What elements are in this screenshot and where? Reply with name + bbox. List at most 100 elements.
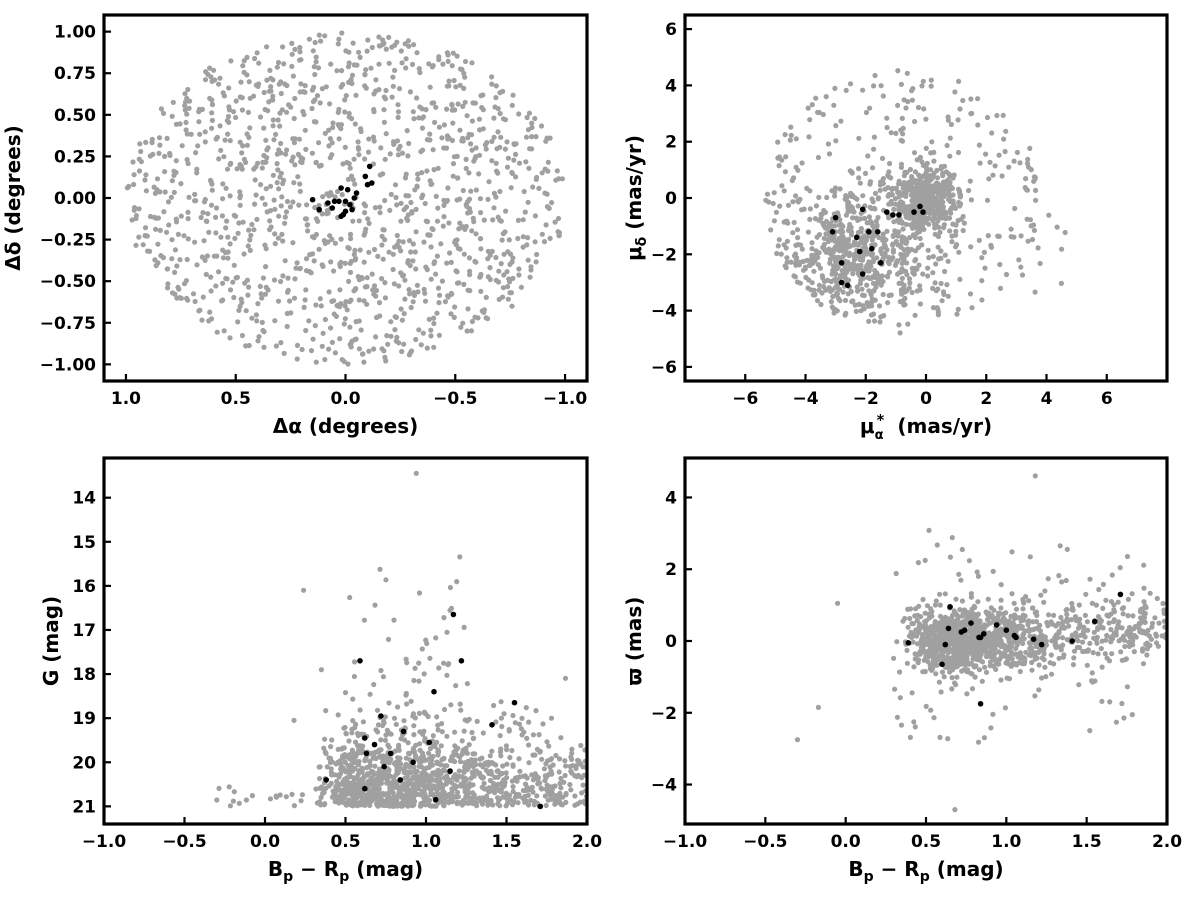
- field-star-point: [1119, 606, 1125, 612]
- field-star-series: [794, 473, 1167, 813]
- field-star-point: [504, 164, 511, 170]
- field-star-point: [335, 188, 341, 195]
- field-star-point: [930, 285, 936, 291]
- field-star-point: [805, 229, 812, 235]
- field-star-point: [473, 259, 479, 265]
- field-star-point: [936, 224, 942, 230]
- field-star-point: [1069, 600, 1075, 607]
- field-star-point: [357, 54, 363, 61]
- field-star-point: [912, 204, 918, 210]
- field-star-series: [124, 30, 566, 367]
- field-star-point: [340, 765, 346, 771]
- field-star-point: [454, 801, 460, 807]
- field-star-point: [334, 778, 340, 785]
- field-star-point: [547, 235, 553, 241]
- field-star-point: [862, 215, 868, 221]
- field-star-point: [831, 249, 837, 255]
- field-star-point: [485, 256, 491, 262]
- field-star-point: [833, 138, 839, 144]
- field-star-point: [196, 109, 202, 115]
- field-star-point: [338, 259, 344, 265]
- field-star-point: [426, 750, 432, 756]
- field-star-point: [461, 728, 467, 734]
- field-star-point: [365, 216, 371, 222]
- field-star-point: [298, 798, 304, 804]
- field-star-point: [441, 706, 448, 713]
- field-star-point: [361, 298, 367, 304]
- field-star-point: [988, 242, 994, 248]
- field-star-point: [356, 346, 362, 352]
- field-star-point: [932, 280, 938, 286]
- field-star-point: [276, 186, 282, 192]
- field-star-point: [142, 225, 149, 231]
- field-star-point: [516, 160, 523, 166]
- field-star-point: [403, 656, 409, 662]
- field-star-point: [771, 218, 778, 224]
- field-star-point: [439, 721, 445, 727]
- field-star-point: [162, 169, 168, 175]
- field-star-point: [376, 790, 382, 796]
- field-star-point: [349, 116, 355, 122]
- field-star-point: [884, 124, 890, 131]
- field-star-point: [395, 114, 401, 120]
- field-star-point: [327, 233, 333, 239]
- field-star-point: [923, 145, 929, 151]
- field-star-point: [1075, 625, 1082, 631]
- field-star-point: [807, 216, 813, 222]
- field-star-point: [889, 192, 895, 198]
- field-star-point: [504, 747, 510, 753]
- field-star-point: [337, 771, 344, 777]
- field-star-point: [894, 639, 900, 645]
- field-star-point: [294, 260, 300, 266]
- field-star-point: [223, 275, 229, 282]
- field-star-point: [220, 181, 226, 187]
- field-star-point: [784, 238, 791, 244]
- field-star-point: [548, 756, 555, 762]
- field-star-point: [386, 700, 392, 706]
- field-star-point: [184, 111, 190, 117]
- field-star-point: [1064, 616, 1070, 622]
- field-star-point: [361, 774, 367, 780]
- field-star-point: [350, 40, 356, 46]
- field-star-point: [423, 107, 429, 113]
- field-star-point: [849, 206, 856, 212]
- field-star-point: [343, 731, 349, 737]
- field-star-point: [949, 675, 955, 681]
- field-star-point: [365, 149, 372, 155]
- field-star-point: [943, 169, 950, 175]
- field-star-point: [274, 151, 280, 157]
- field-star-point: [1012, 205, 1018, 212]
- field-star-point: [983, 669, 990, 675]
- field-star-point: [1152, 615, 1158, 621]
- field-star-point: [1116, 638, 1122, 644]
- field-star-point: [451, 154, 457, 160]
- member-star-point: [366, 163, 373, 170]
- field-star-point: [925, 273, 931, 279]
- field-star-point: [436, 793, 442, 799]
- field-star-point: [213, 205, 220, 211]
- field-star-point: [457, 754, 463, 760]
- field-star-point: [894, 230, 900, 236]
- field-star-point: [404, 215, 410, 221]
- field-star-point: [901, 97, 907, 103]
- field-star-point: [956, 249, 962, 255]
- field-star-point: [179, 143, 185, 149]
- field-star-point: [967, 178, 973, 184]
- field-star-point: [954, 674, 960, 680]
- field-star-point: [871, 134, 878, 140]
- member-star-point: [856, 248, 863, 255]
- field-star-point: [843, 193, 849, 199]
- y-tick-label: 19: [72, 709, 96, 729]
- field-star-point: [282, 81, 288, 87]
- field-star-point: [294, 342, 301, 348]
- field-star-point: [507, 290, 513, 296]
- field-star-point: [850, 215, 856, 221]
- field-star-point: [249, 315, 255, 321]
- field-star-point: [1029, 667, 1035, 673]
- field-star-point: [376, 61, 382, 67]
- field-star-point: [172, 247, 178, 253]
- field-star-point: [1124, 684, 1130, 690]
- field-star-point: [369, 271, 375, 277]
- field-star-point: [915, 104, 922, 111]
- field-star-point: [278, 140, 284, 147]
